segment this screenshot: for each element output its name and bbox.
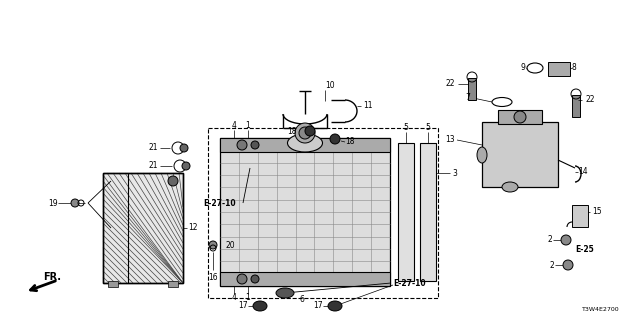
Bar <box>420 143 436 281</box>
Text: 8: 8 <box>572 63 577 73</box>
Circle shape <box>330 134 340 144</box>
Text: 18: 18 <box>287 126 297 135</box>
Text: FR.: FR. <box>43 272 61 282</box>
Text: 20: 20 <box>225 241 235 250</box>
Circle shape <box>305 126 315 136</box>
Bar <box>572 205 588 227</box>
Circle shape <box>299 127 311 139</box>
Ellipse shape <box>477 147 487 163</box>
Text: 7: 7 <box>465 93 470 102</box>
Text: E-27-10: E-27-10 <box>203 198 236 207</box>
Bar <box>468 78 476 100</box>
Ellipse shape <box>180 144 188 152</box>
Text: 6: 6 <box>300 295 305 305</box>
Text: T3W4E2700: T3W4E2700 <box>582 307 620 312</box>
Circle shape <box>295 123 315 143</box>
Bar <box>103 173 183 283</box>
Bar <box>168 281 178 287</box>
Text: 22: 22 <box>445 79 455 89</box>
Text: 19: 19 <box>49 198 58 207</box>
Circle shape <box>237 140 247 150</box>
Text: 5: 5 <box>404 124 408 132</box>
Text: E-27-10: E-27-10 <box>393 278 426 287</box>
Text: 10: 10 <box>325 82 335 91</box>
Bar <box>108 281 118 287</box>
Text: E-25: E-25 <box>575 245 594 254</box>
Ellipse shape <box>182 162 190 170</box>
Text: 13: 13 <box>445 135 455 145</box>
Text: 2: 2 <box>549 260 554 269</box>
Text: 21: 21 <box>148 143 158 153</box>
Circle shape <box>514 111 526 123</box>
Text: 1: 1 <box>246 293 250 302</box>
Text: 4: 4 <box>232 293 236 302</box>
Bar <box>398 143 414 281</box>
Circle shape <box>168 176 178 186</box>
Bar <box>103 173 183 283</box>
Ellipse shape <box>276 288 294 298</box>
Text: 22: 22 <box>585 95 595 105</box>
Circle shape <box>237 274 247 284</box>
Text: 14: 14 <box>578 167 588 177</box>
Ellipse shape <box>502 182 518 192</box>
Circle shape <box>251 275 259 283</box>
Text: 15: 15 <box>592 207 602 217</box>
Bar <box>208 128 438 298</box>
Text: 21: 21 <box>148 162 158 171</box>
Bar <box>498 110 542 124</box>
Bar <box>220 138 390 152</box>
Circle shape <box>209 241 217 249</box>
Text: 9: 9 <box>520 63 525 73</box>
Text: 1: 1 <box>246 122 250 131</box>
Circle shape <box>561 235 571 245</box>
Text: 12: 12 <box>188 223 198 233</box>
Text: 11: 11 <box>363 101 372 110</box>
Ellipse shape <box>253 301 267 311</box>
Text: 5: 5 <box>426 124 431 132</box>
Bar <box>572 95 580 117</box>
Text: 4: 4 <box>232 122 236 131</box>
Text: 18: 18 <box>345 138 355 147</box>
Ellipse shape <box>328 301 342 311</box>
Bar <box>220 138 390 286</box>
Text: 17: 17 <box>314 301 323 310</box>
Circle shape <box>71 199 79 207</box>
Text: 3: 3 <box>452 169 457 178</box>
Bar <box>482 122 558 187</box>
Circle shape <box>251 141 259 149</box>
Circle shape <box>563 260 573 270</box>
Ellipse shape <box>287 134 323 152</box>
Bar <box>548 62 570 76</box>
Bar <box>220 272 390 286</box>
Text: 16: 16 <box>208 274 218 283</box>
Text: 2: 2 <box>547 236 552 244</box>
Text: 17: 17 <box>238 301 248 310</box>
